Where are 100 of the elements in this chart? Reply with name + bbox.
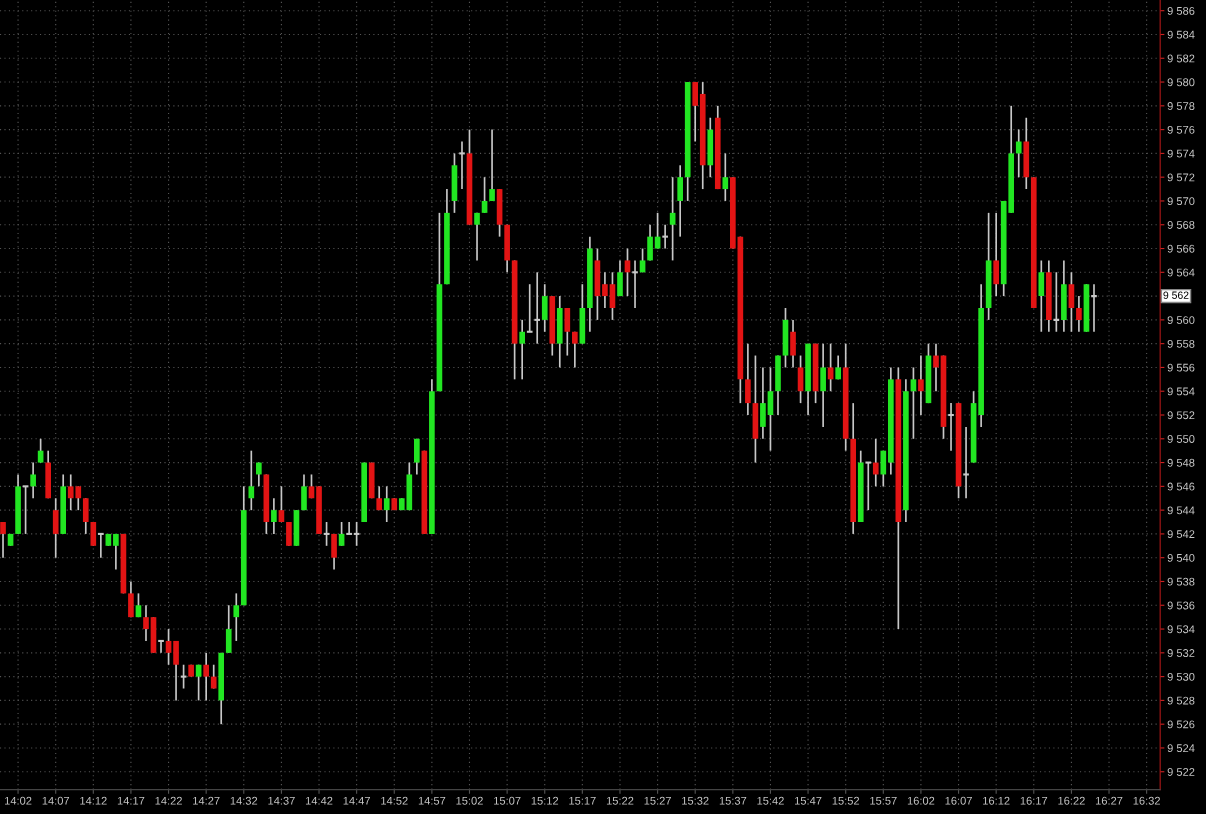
x-tick-label: 16:12 — [983, 796, 1010, 805]
candlestick — [962, 426, 970, 500]
y-tick-label: 9 556 — [1167, 363, 1195, 372]
candlestick — [82, 497, 89, 535]
candlestick — [654, 212, 661, 250]
y-tick-label: 9 572 — [1167, 173, 1195, 182]
x-tick-label: 14:22 — [155, 796, 182, 805]
y-tick-label: 9 546 — [1167, 482, 1195, 491]
candlestick — [143, 604, 149, 642]
candlestick — [96, 532, 105, 559]
candlestick — [669, 176, 676, 262]
x-tick-label: 15:17 — [569, 796, 596, 805]
x-tick-label: 14:52 — [381, 796, 408, 805]
x-tick-label: 14:02 — [5, 796, 32, 805]
candlestick — [52, 497, 59, 559]
candlestick — [880, 449, 887, 488]
candlestick — [947, 402, 955, 452]
candlestick — [519, 319, 525, 381]
candlestick — [572, 330, 578, 369]
candlestick — [383, 485, 390, 523]
y-tick-label: 9 532 — [1167, 649, 1195, 657]
candlestick — [1068, 271, 1075, 333]
candlestick — [722, 152, 729, 202]
x-tick-label: 14:07 — [42, 796, 70, 805]
y-tick-label: 9 586 — [1167, 6, 1195, 15]
candlestick — [345, 521, 353, 535]
y-tick-label: 9 558 — [1167, 339, 1195, 348]
x-tick-label: 14:27 — [193, 796, 220, 805]
x-tick-label: 14:42 — [305, 796, 333, 805]
y-tick-label: 9 550 — [1167, 435, 1195, 443]
x-tick-label: 14:57 — [418, 796, 446, 805]
y-tick-label: 9 554 — [1167, 387, 1195, 396]
y-tick-label: 9 580 — [1167, 78, 1195, 87]
x-tick-label: 15:32 — [682, 796, 709, 805]
y-tick-label: 9 540 — [1167, 553, 1195, 562]
x-tick-label: 15:22 — [606, 796, 634, 805]
candlestick — [631, 259, 639, 309]
candlestick — [617, 259, 623, 297]
y-tick-label: 9 542 — [1167, 530, 1195, 539]
candlestick — [278, 485, 285, 523]
candlestick — [661, 223, 669, 250]
candlestick — [458, 140, 466, 190]
y-tick-label: 9 534 — [1167, 625, 1195, 634]
x-tick-label: 16:22 — [1058, 796, 1085, 805]
candlestick — [533, 271, 542, 345]
x-tick-label: 15:07 — [494, 796, 521, 805]
x-tick-label: 14:37 — [268, 796, 295, 805]
candlestick — [993, 212, 999, 297]
x-tick-label: 16:07 — [945, 796, 972, 805]
candlestick — [647, 223, 653, 262]
x-tick-label: 15:27 — [644, 796, 671, 805]
candlestick — [624, 247, 631, 297]
candlestick — [474, 212, 480, 262]
y-tick-label: 9 568 — [1167, 221, 1195, 229]
candlestick — [489, 128, 495, 202]
candlestick — [203, 651, 209, 702]
x-tick-label: 14:47 — [343, 796, 370, 805]
y-tick-label: 9 524 — [1167, 744, 1195, 753]
x-tick-label: 16:02 — [907, 796, 935, 805]
candlestick — [790, 319, 796, 369]
x-tick-label: 16:32 — [1133, 796, 1160, 805]
candlestick — [872, 437, 879, 488]
annotation: 9 562 — [1163, 291, 1189, 299]
candlestick — [910, 366, 917, 440]
y-tick-label: 9 526 — [1167, 720, 1195, 729]
candlestick — [0, 521, 6, 559]
candlestick — [541, 283, 548, 333]
candlestick — [271, 497, 277, 535]
x-tick-label: 14:12 — [80, 796, 107, 805]
y-tick-label: 9 578 — [1167, 102, 1195, 110]
x-tick-label: 15:02 — [456, 796, 483, 805]
x-tick-label: 16:27 — [1095, 796, 1123, 805]
candlestick — [1038, 259, 1045, 333]
candlestick — [165, 628, 172, 666]
candlestick — [338, 521, 345, 547]
y-tick-label: 9 528 — [1167, 696, 1195, 705]
candlestick — [564, 307, 571, 357]
y-tick-label: 9 566 — [1167, 244, 1195, 253]
candlestick — [90, 521, 97, 547]
candlestick — [677, 164, 683, 238]
candlestick — [1015, 128, 1022, 179]
candlestick — [128, 580, 134, 618]
candlestick — [797, 354, 804, 404]
candlestick — [1076, 295, 1082, 333]
candlestick — [692, 81, 699, 143]
candlestick — [525, 283, 534, 333]
y-tick-label: 9 584 — [1167, 30, 1195, 39]
y-tick-label: 9 530 — [1167, 672, 1195, 681]
x-tick-label: 15:12 — [531, 796, 559, 805]
y-tick-label: 9 536 — [1167, 601, 1195, 610]
candlestick — [918, 354, 924, 416]
candlestick — [760, 366, 766, 440]
x-tick-label: 15:57 — [870, 796, 897, 805]
y-tick-label: 9 570 — [1167, 197, 1195, 206]
y-tick-label: 9 548 — [1167, 458, 1195, 467]
x-tick-label: 15:37 — [719, 796, 747, 805]
candlestick — [602, 271, 608, 309]
candlestick — [414, 437, 420, 476]
candlestick — [933, 342, 939, 393]
y-tick-label: 9 576 — [1167, 125, 1195, 134]
